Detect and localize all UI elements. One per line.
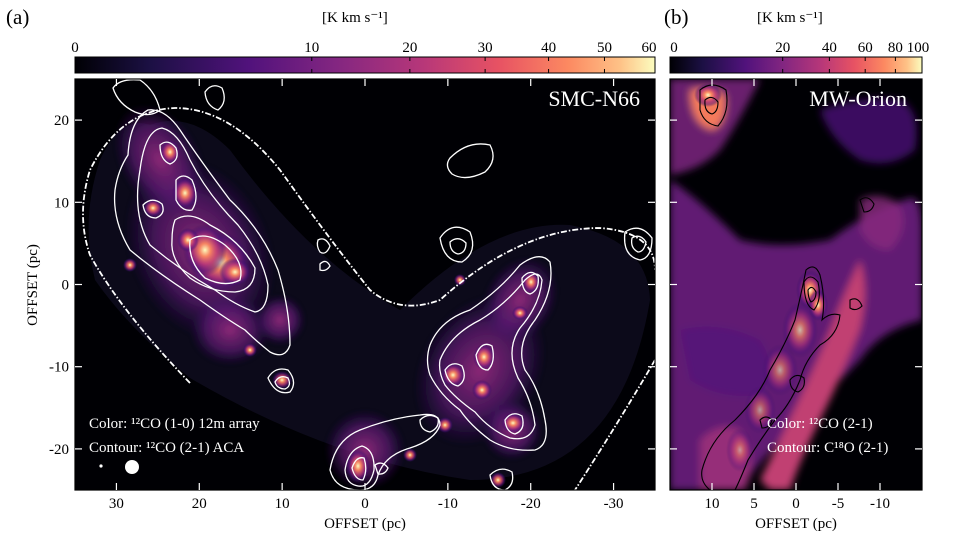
y-tick-label: -10 [49, 360, 69, 376]
x-tick-label: -5 [832, 496, 845, 512]
x-tick-label: -30 [604, 496, 624, 512]
panel-b-contours [699, 84, 875, 490]
panel-a-image [75, 79, 655, 490]
panel-b-label: (b) [664, 5, 689, 29]
x-tick-label: -10 [438, 496, 458, 512]
colorbar-tick-label: 30 [478, 40, 493, 56]
panel-b-colorbar [669, 56, 923, 74]
x-tick-label: 10 [705, 496, 720, 512]
x-tick-label: 20 [192, 496, 207, 512]
panel-b-legend-contour: Contour: C¹⁸O (2-1) [767, 440, 888, 456]
colorbar-tick-label: 0 [670, 40, 678, 56]
colorbar-tick-label: 60 [858, 40, 873, 56]
y-tick-label: -20 [49, 442, 69, 458]
y-tick-label: 20 [54, 113, 69, 129]
panel-a-legend-color: Color: ¹²CO (1-0) 12m array [89, 416, 260, 432]
x-tick-label: -20 [521, 496, 541, 512]
panel-a-footprint-boundary [82, 107, 655, 490]
panel-b-xlabel: OFFSET (pc) [755, 516, 837, 532]
panel-a: (a) [K km s⁻¹] 0 10 20 30 40 50 60 [6, 5, 657, 532]
colorbar-tick-label: 20 [775, 40, 790, 56]
panel-b-legend-color: Color: ¹²CO (2-1) [767, 416, 873, 432]
colorbar-tick-label: 40 [822, 40, 837, 56]
panel-b-colorbar-ticks: 0 20 40 60 80 100 [669, 40, 930, 73]
colorbar-tick-label: 100 [907, 40, 930, 56]
x-tick-label: 0 [361, 496, 369, 512]
colorbar-tick-label: 20 [402, 40, 417, 56]
panel-b-colorbar-unit: [K km s⁻¹] [757, 10, 823, 26]
panel-a-axis-ticks: 30 20 10 0 -10 -20 -30 20 10 0 -10 -20 [49, 79, 655, 512]
panel-a-xlabel: OFFSET (pc) [324, 516, 406, 532]
y-tick-label: 0 [62, 278, 70, 294]
panel-a-colorbar [74, 56, 656, 74]
colorbar-tick-label: 10 [304, 40, 319, 56]
x-tick-label: -10 [870, 496, 890, 512]
panel-a-colorbar-unit: [K km s⁻¹] [322, 10, 388, 26]
y-tick-label: 10 [54, 195, 69, 211]
colorbar-tick-label: 0 [71, 40, 79, 56]
panel-a-legend-contour: Contour: ¹²CO (2-1) ACA [89, 440, 244, 456]
colorbar-tick-label: 50 [597, 40, 612, 56]
panel-b-image [670, 79, 922, 490]
x-tick-label: 0 [792, 496, 800, 512]
panel-a-name: SMC-N66 [548, 86, 640, 111]
panel-a-beam-small [99, 464, 103, 468]
colorbar-tick-label: 60 [642, 40, 657, 56]
panel-a-beam-large [125, 460, 139, 474]
colorbar-tick-label: 80 [888, 40, 903, 56]
panel-a-ylabel: OFFSET (pc) [25, 244, 41, 326]
x-tick-label: 10 [275, 496, 290, 512]
colorbar-tick-label: 40 [541, 40, 556, 56]
x-tick-label: 30 [109, 496, 124, 512]
panel-b-name: MW-Orion [809, 86, 907, 111]
panel-b-axis-ticks: 10 5 0 -5 -10 [670, 79, 922, 512]
panel-a-colorbar-ticks: 0 10 20 30 40 50 60 [71, 40, 657, 73]
x-tick-label: 5 [750, 496, 758, 512]
panel-b: (b) [K km s⁻¹] 0 20 40 60 80 100 [664, 5, 929, 532]
panel-a-label: (a) [6, 5, 29, 29]
